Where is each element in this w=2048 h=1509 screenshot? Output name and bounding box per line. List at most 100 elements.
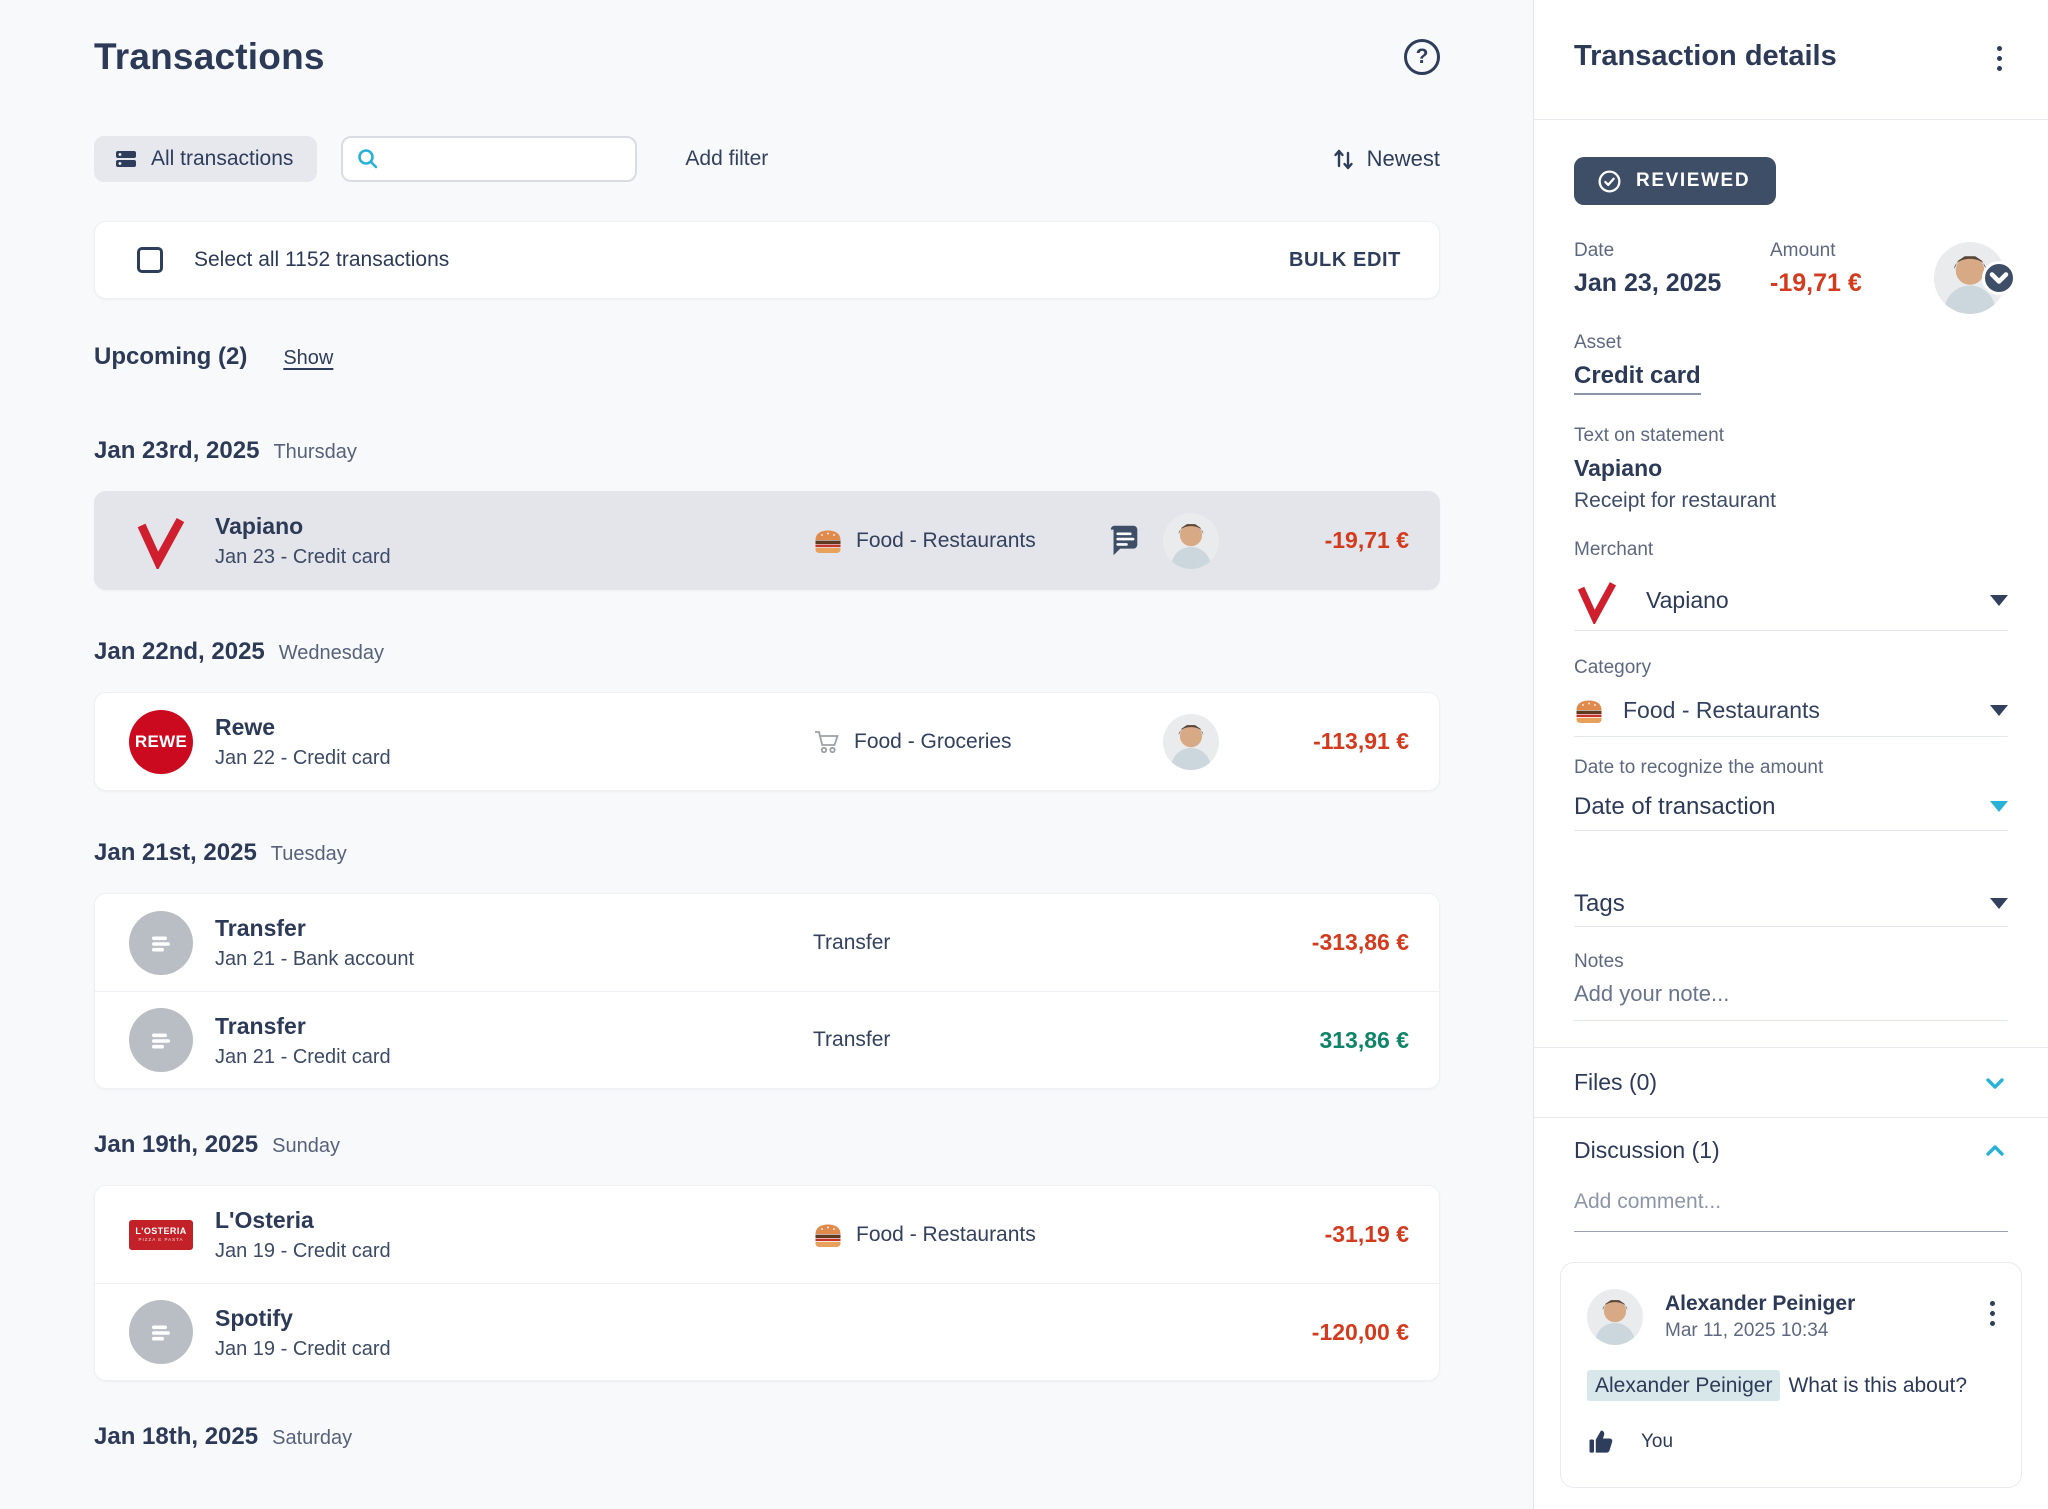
page-title: Transactions [94, 36, 325, 77]
all-transactions-label: All transactions [151, 147, 294, 170]
row-name: Spotify [215, 1304, 293, 1331]
burger-icon [1574, 697, 1604, 724]
row-name: L'Osteria [215, 1207, 314, 1233]
thumbs-up-icon[interactable] [1587, 1427, 1617, 1457]
group-weekday: Thursday [273, 441, 357, 463]
row-name: Transfer [215, 915, 306, 941]
transaction-row-transfer-1[interactable]: Transfer Jan 21 - Bank account Transfer … [95, 894, 1439, 991]
notes-field: Notes Add your note... [1574, 951, 2008, 1021]
kebab-menu-icon[interactable] [1991, 40, 2008, 77]
notes-input[interactable]: Add your note... [1574, 981, 2008, 1021]
comment-header: Alexander Peiniger Mar 11, 2025 10:34 [1587, 1289, 1995, 1345]
search-icon [355, 146, 381, 172]
comment-icon [1105, 522, 1143, 560]
discussion-section-toggle[interactable]: Discussion (1) [1534, 1118, 2048, 1182]
avatar [1163, 513, 1219, 569]
row-right: 313,86 € [1239, 1027, 1409, 1054]
tags-select[interactable]: Tags [1574, 881, 2008, 927]
panel-title: Transaction details [1574, 40, 1837, 72]
like-label: You [1641, 1431, 1674, 1452]
group-date: Jan 19th, 2025 [94, 1131, 259, 1158]
select-all-checkbox[interactable] [137, 247, 163, 273]
transaction-row-vapiano[interactable]: Vapiano Jan 23 - Credit card Food - Rest… [95, 492, 1439, 589]
merchant-select[interactable]: Vapiano [1574, 571, 2008, 631]
row-category: Food - Restaurants [813, 527, 1105, 554]
chevron-up-icon [1982, 1137, 2008, 1163]
comment-kebab-icon[interactable] [1984, 1295, 2001, 1332]
group-date: Jan 23rd, 2025 [94, 437, 260, 464]
all-transactions-button[interactable]: All transactions [94, 136, 318, 182]
row-name: Vapiano [215, 513, 304, 539]
avatar [1163, 714, 1219, 770]
sort-label: Newest [1366, 146, 1440, 171]
add-comment-input[interactable]: Add comment... [1574, 1190, 2008, 1232]
transfer-icon [129, 910, 193, 975]
amount-field: Amount -19,71 € [1770, 240, 1862, 297]
assignee-avatar [1934, 242, 2016, 314]
row-subtitle: Jan 19 - Credit card [215, 1337, 391, 1360]
date-field: Date Jan 23, 2025 [1574, 240, 1770, 298]
files-section-toggle[interactable]: Files (0) [1534, 1048, 2048, 1118]
date-group-header: Jan 21st, 2025 Tuesday [94, 839, 1440, 867]
category-field: Category Food - Restaurants [1574, 657, 2008, 737]
recognize-date-select[interactable]: Date of transaction [1574, 783, 2008, 831]
transfer-icon [129, 1300, 193, 1364]
search-input[interactable] [389, 147, 624, 171]
row-right: -313,86 € [1239, 929, 1409, 956]
category-select[interactable]: Food - Restaurants [1574, 685, 2008, 737]
row-amount: -113,91 € [1313, 728, 1409, 754]
recognize-date-field: Date to recognize the amount Date of tra… [1574, 757, 2008, 831]
select-all-bar: Select all 1152 transactions BULK EDIT [94, 221, 1440, 299]
group-weekday: Tuesday [270, 843, 347, 865]
row-amount: -19,71 € [1324, 527, 1409, 553]
bulk-edit-button[interactable]: BULK EDIT [1288, 248, 1401, 271]
comment-text: What is this about? [1788, 1374, 1968, 1397]
cart-icon [813, 728, 841, 756]
date-group-header: Jan 19th, 2025 Sunday [94, 1131, 1440, 1159]
search-box [341, 136, 638, 182]
transaction-card: REWE Rewe Jan 22 - Credit card Food - Gr… [94, 692, 1440, 791]
row-right: -113,91 € [1163, 714, 1409, 770]
comment-like-row: You [1587, 1427, 1995, 1457]
chevron-down-icon[interactable] [1982, 261, 2016, 295]
date-group-header: Jan 23rd, 2025 Thursday [94, 437, 1440, 465]
panel-body: REVIEWED Date Jan 23, 2025 Amount -19,71… [1534, 120, 2048, 1509]
transaction-row-rewe[interactable]: REWE Rewe Jan 22 - Credit card Food - Gr… [95, 693, 1439, 790]
row-right: -120,00 € [1239, 1319, 1409, 1346]
vapiano-logo [1574, 578, 1620, 624]
row-amount: -31,19 € [1324, 1221, 1409, 1247]
transaction-row-spotify[interactable]: Spotify Jan 19 - Credit card -120,00 € [95, 1283, 1439, 1380]
comment-author: Alexander Peiniger [1665, 1292, 1856, 1315]
divider [1534, 1047, 2048, 1048]
comment-card: Alexander Peiniger Mar 11, 2025 10:34 Al… [1560, 1262, 2022, 1488]
row-right: -31,19 € [1239, 1221, 1409, 1248]
caret-down-icon [1990, 595, 2008, 606]
transactions-main: Transactions ? All transactions Add filt… [94, 36, 1440, 1450]
add-filter-button[interactable]: Add filter [685, 147, 769, 170]
mention-chip: Alexander Peiniger [1587, 1370, 1781, 1401]
status-label: REVIEWED [1636, 170, 1751, 191]
help-icon[interactable]: ? [1404, 39, 1440, 75]
upcoming-show-link[interactable]: Show [283, 347, 334, 369]
asset-link[interactable]: Credit card [1574, 362, 1701, 395]
sort-control[interactable]: Newest [1331, 145, 1440, 173]
transaction-row-losteria[interactable]: L'OSTERIA PIZZA E PASTA L'Osteria Jan 19… [95, 1186, 1439, 1283]
transaction-row-transfer-2[interactable]: Transfer Jan 21 - Credit card Transfer 3… [95, 991, 1439, 1088]
date-group-header: Jan 22nd, 2025 Wednesday [94, 638, 1440, 666]
row-subtitle: Jan 23 - Credit card [215, 546, 391, 568]
row-info: Transfer Jan 21 - Bank account [215, 914, 813, 971]
row-name: Rewe [215, 714, 276, 740]
group-weekday: Wednesday [278, 642, 385, 664]
toolbar: All transactions Add filter Newest [94, 136, 1440, 182]
comment-timestamp: Mar 11, 2025 10:34 [1665, 1320, 1829, 1341]
sort-icon [1331, 145, 1357, 173]
row-subtitle: Jan 22 - Credit card [215, 747, 391, 769]
status-badge[interactable]: REVIEWED [1574, 157, 1777, 205]
group-weekday: Saturday [272, 1427, 353, 1449]
group-date: Jan 18th, 2025 [94, 1423, 259, 1450]
comment-body: Alexander Peiniger What is this about? [1587, 1370, 1995, 1401]
row-name: Transfer [215, 1012, 306, 1039]
row-info: Vapiano Jan 23 - Credit card [215, 512, 813, 569]
burger-icon [813, 527, 843, 554]
